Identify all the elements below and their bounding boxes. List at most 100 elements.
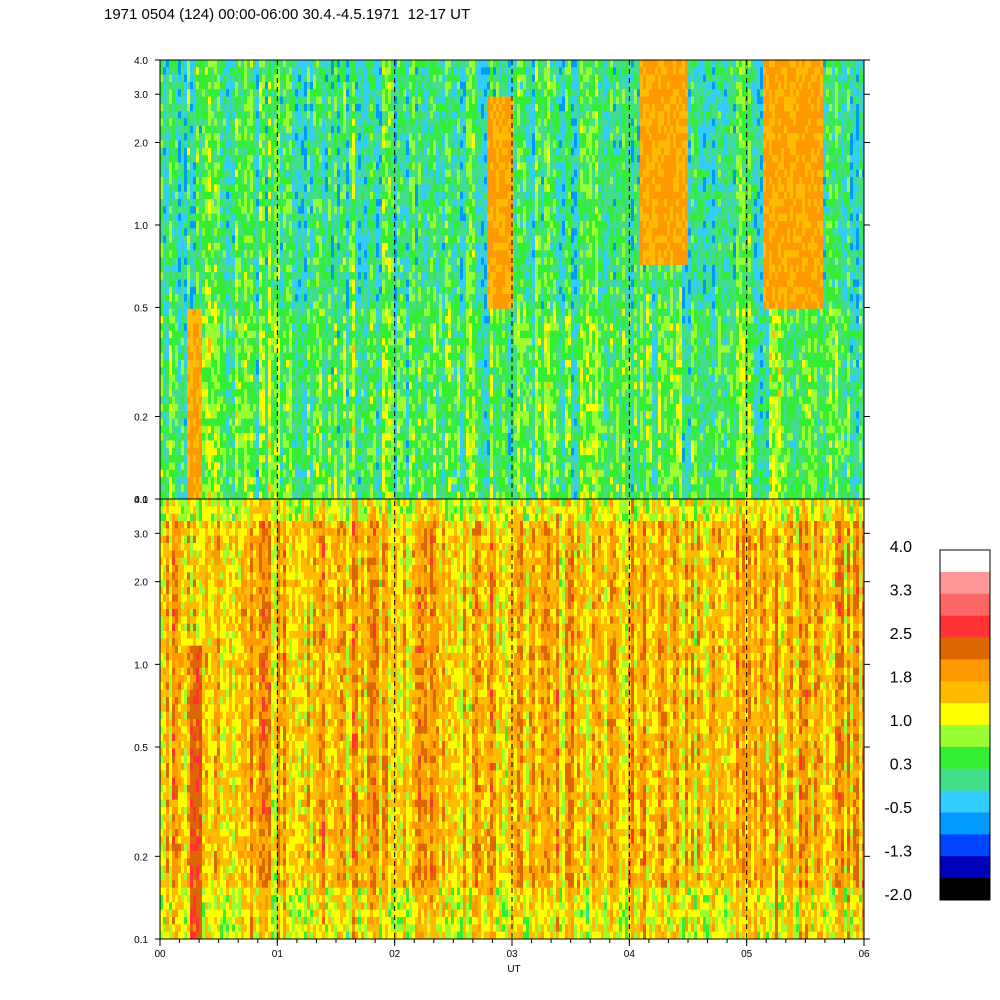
heatmap-cell [277, 74, 281, 83]
heatmap-cell [169, 60, 173, 68]
heatmap-cell [214, 103, 218, 112]
heatmap-cell [226, 228, 230, 237]
heatmap-cell [328, 440, 332, 449]
heatmap-cell [205, 462, 209, 471]
heatmap-cell [361, 403, 365, 412]
heatmap-cell [298, 279, 302, 288]
heatmap-cell [304, 177, 308, 185]
heatmap-cell [211, 381, 215, 390]
heatmap-cell [274, 242, 278, 251]
heatmap-cell [343, 133, 347, 141]
heatmap-cell [166, 418, 170, 427]
heatmap-cell [238, 96, 242, 105]
heatmap-cell [340, 191, 344, 200]
heatmap-cell [190, 425, 194, 434]
heatmap-cell [268, 118, 272, 127]
heatmap-cell [223, 425, 227, 434]
heatmap-cell [178, 228, 182, 237]
heatmap-cell [244, 418, 248, 427]
heatmap-cell [376, 147, 380, 156]
heatmap-cell [331, 206, 335, 215]
heatmap-cell [202, 433, 206, 441]
heatmap-cell [388, 60, 392, 68]
heatmap-cell [319, 440, 323, 449]
heatmap-cell [205, 199, 209, 207]
heatmap-cell [193, 60, 197, 68]
heatmap-cell [226, 301, 230, 310]
heatmap-cell [175, 213, 179, 222]
heatmap-cell [163, 396, 167, 405]
heatmap-cell [199, 286, 203, 295]
heatmap-cell [187, 484, 191, 493]
heatmap-cell [241, 111, 245, 120]
heatmap-cell [343, 389, 347, 398]
heatmap-cell [172, 308, 176, 317]
heatmap-cell [313, 89, 317, 98]
heatmap-cell [307, 191, 311, 200]
heatmap-cell [250, 199, 254, 207]
heatmap-cell [175, 425, 179, 434]
heatmap-cell [178, 374, 182, 383]
heatmap-cell [283, 250, 287, 259]
heatmap-cell [199, 359, 203, 368]
heatmap-cell [376, 228, 380, 237]
heatmap-cell [304, 228, 308, 237]
heatmap-cell [331, 352, 335, 361]
heatmap-cell [382, 308, 386, 317]
heatmap-cell [202, 301, 206, 310]
heatmap-cell [376, 433, 380, 441]
heatmap-cell [175, 396, 179, 405]
heatmap-cell [325, 67, 329, 76]
heatmap-cell [307, 418, 311, 427]
heatmap-cell [373, 418, 377, 427]
heatmap-cell [373, 316, 377, 324]
heatmap-cell [241, 118, 245, 127]
heatmap-cell [343, 199, 347, 207]
heatmap-cell [394, 162, 398, 171]
heatmap-cell [217, 257, 221, 266]
heatmap-cell [391, 447, 395, 456]
heatmap-cell [250, 111, 254, 120]
heatmap-cell [280, 359, 284, 368]
heatmap-cell [190, 220, 194, 229]
heatmap-cell [328, 184, 332, 193]
heatmap-cell [220, 140, 224, 149]
heatmap-cell [295, 155, 299, 163]
heatmap-cell [307, 491, 311, 499]
heatmap-cell [286, 133, 290, 141]
heatmap-cell [364, 155, 368, 163]
heatmap-cell [319, 477, 323, 485]
heatmap-cell [256, 169, 260, 178]
heatmap-cell [388, 103, 392, 112]
heatmap-cell [262, 133, 266, 141]
heatmap-cell [379, 96, 383, 105]
heatmap-cell [346, 418, 350, 427]
heatmap-cell [244, 323, 248, 332]
heatmap-cell [175, 191, 179, 200]
heatmap-cell [367, 308, 371, 317]
heatmap-cell [262, 403, 266, 412]
heatmap-cell [391, 381, 395, 390]
heatmap-cell [361, 286, 365, 295]
heatmap-cell [310, 491, 314, 499]
heatmap-cell [400, 323, 404, 332]
heatmap-cell [262, 155, 266, 163]
heatmap-cell [406, 389, 410, 398]
heatmap-cell [370, 477, 374, 485]
heatmap-cell [346, 140, 350, 149]
heatmap-cell [325, 352, 329, 361]
heatmap-cell [160, 177, 164, 185]
heatmap-cell [187, 433, 191, 441]
heatmap-cell [256, 155, 260, 163]
heatmap-cell [196, 213, 200, 222]
heatmap-cell [310, 433, 314, 441]
heatmap-cell [337, 199, 341, 207]
heatmap-cell [259, 60, 263, 68]
heatmap-cell [286, 81, 290, 90]
heatmap-cell [184, 191, 188, 200]
heatmap-cell [247, 411, 251, 420]
heatmap-cell [163, 155, 167, 163]
heatmap-cell [271, 60, 275, 68]
heatmap-cell [229, 133, 233, 141]
heatmap-cell [211, 440, 215, 449]
